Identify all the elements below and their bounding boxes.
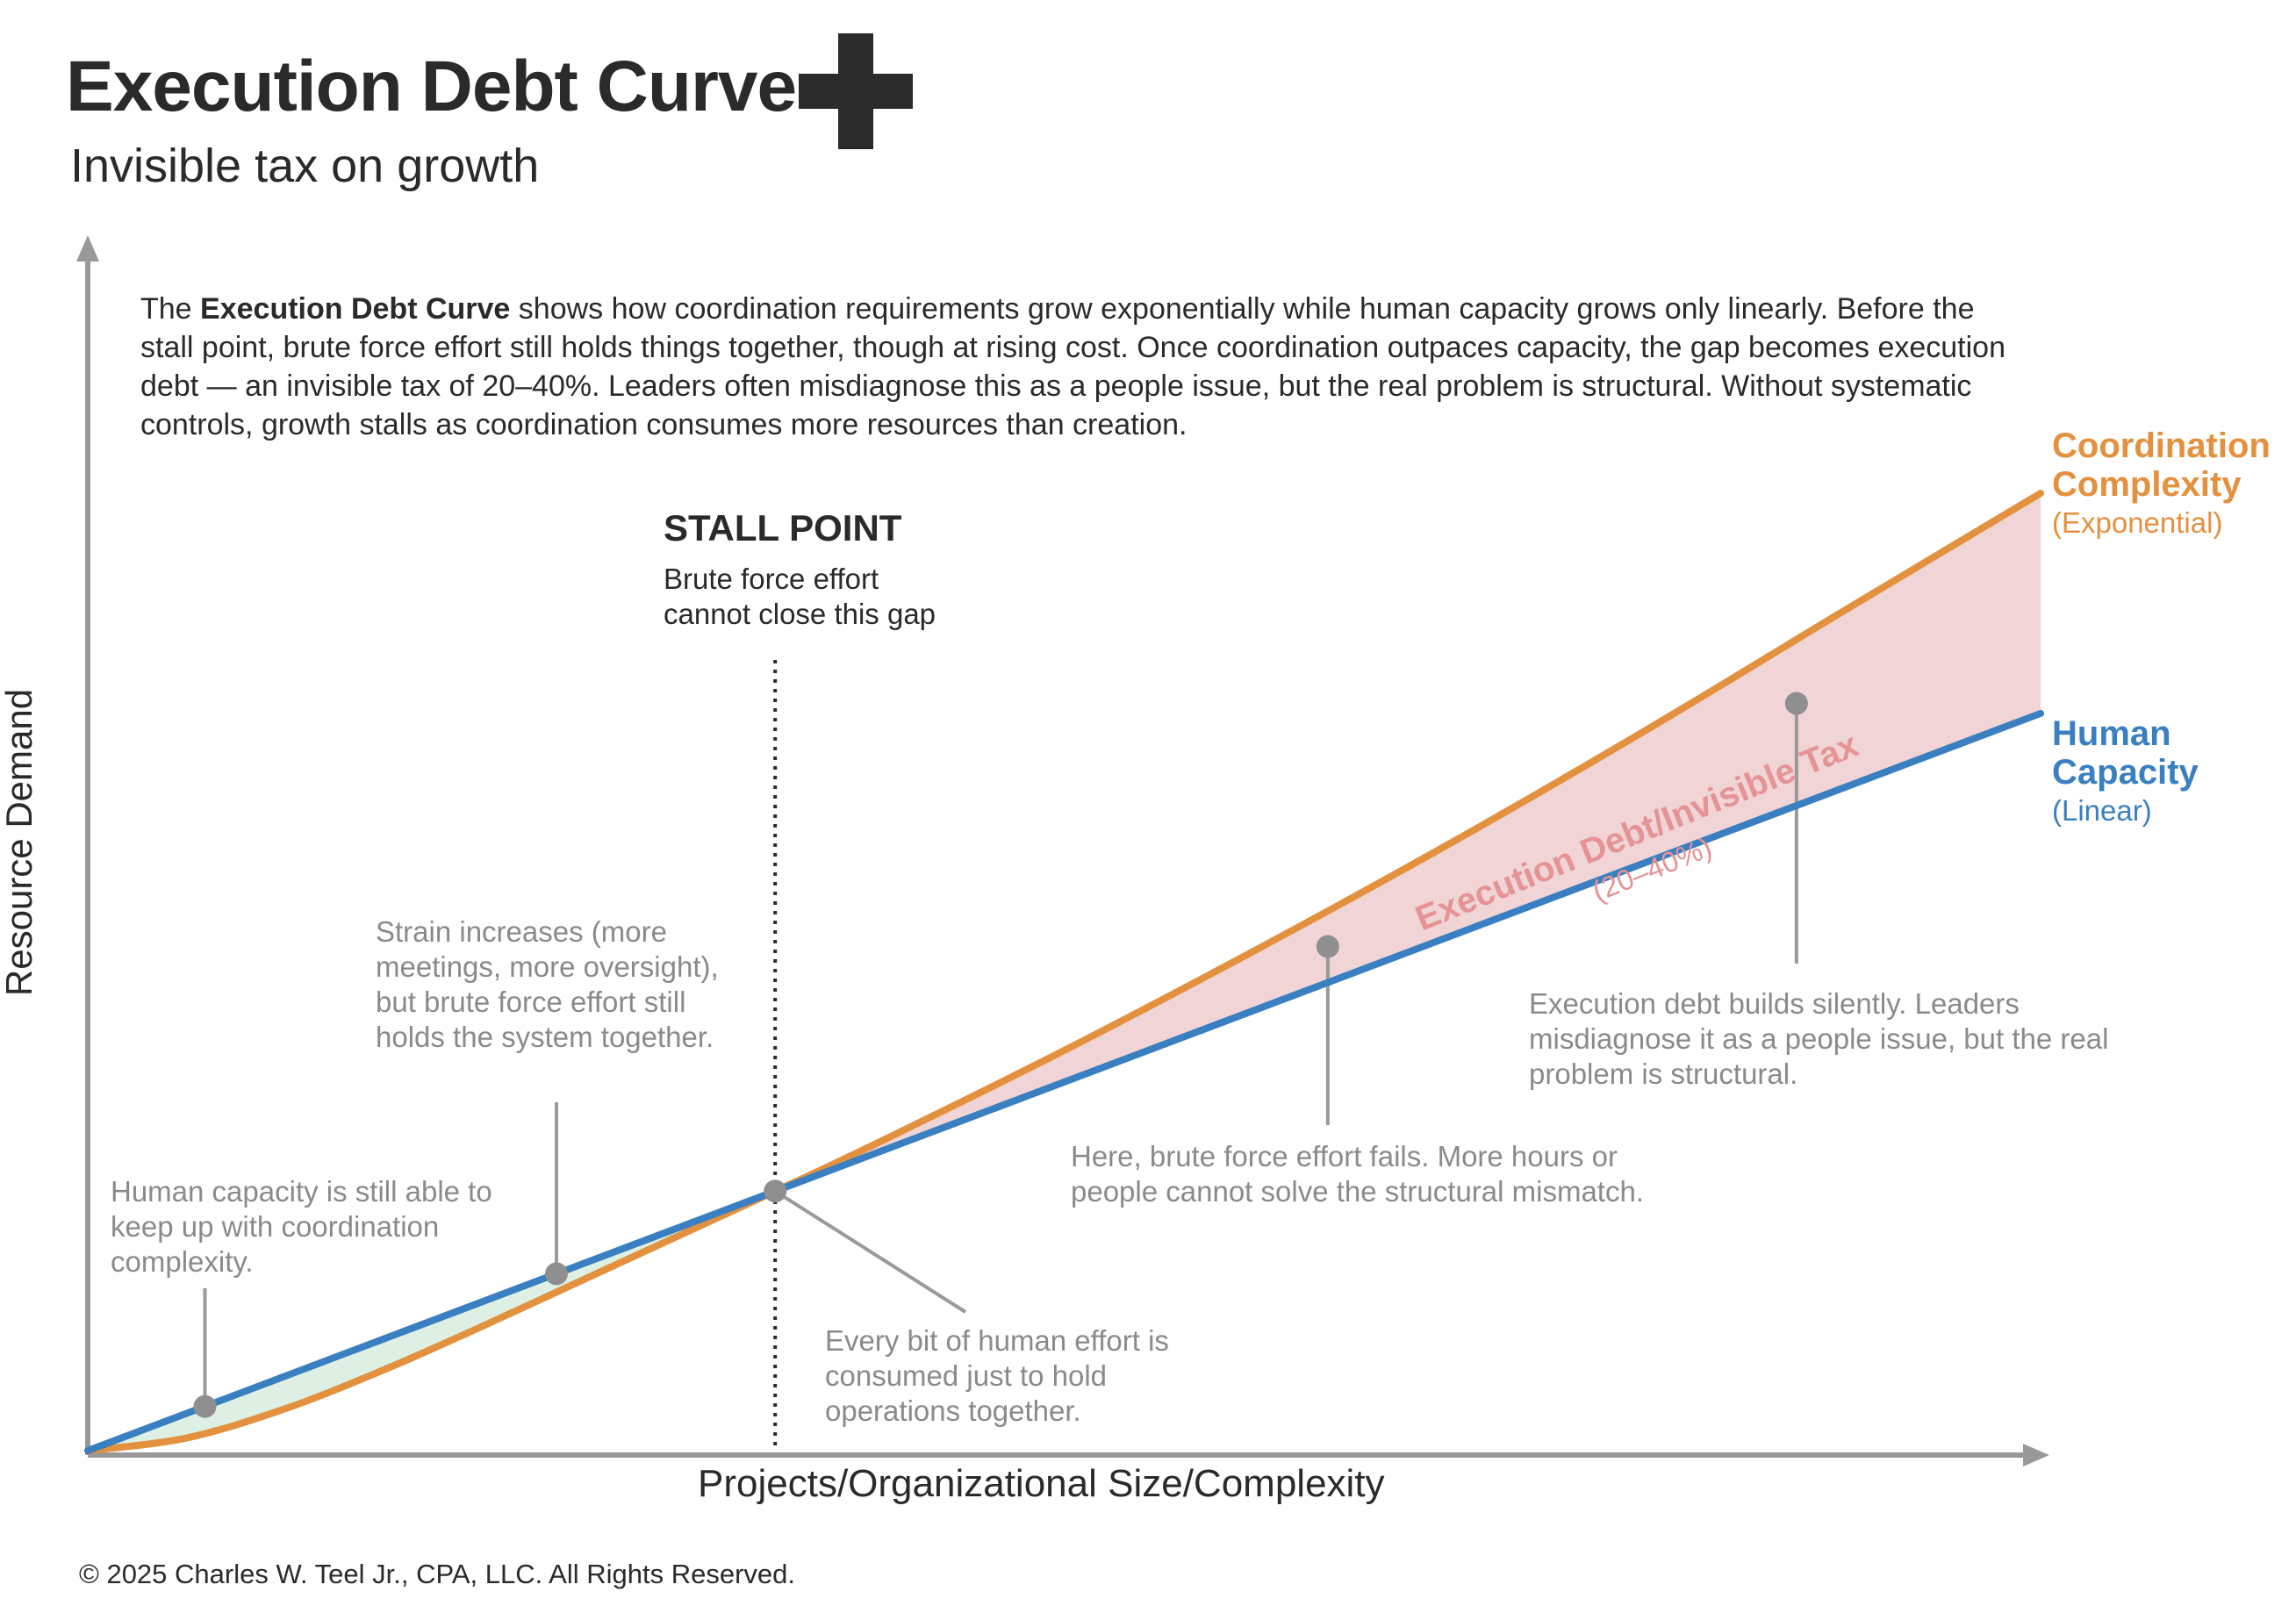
stall-point-callout: STALL POINT Brute force effort cannot cl… [664,507,962,632]
x-axis-arrow-icon [2023,1444,2049,1466]
annotation-builds: Execution debt builds silently. Leaders … [1529,987,2109,1090]
stall-point-title: STALL POINT [664,507,902,548]
annotation-consumed: Every bit of human effort is consumed ju… [825,1324,1169,1427]
series-sub-coordination: (Exponential) [2052,506,2223,539]
description-lead: The [140,292,201,326]
y-axis-arrow-icon [76,235,99,262]
description-bold: Execution Debt Curve [200,292,511,326]
y-axis-label: Resource Demand [0,688,39,997]
copyright-footer: © 2025 Charles W. Teel Jr., CPA, LLC. Al… [79,1559,795,1589]
annotation-dot-5 [1784,692,1808,715]
chart-description: The Execution Debt Curve shows how coord… [140,290,2027,444]
stall-point-text: Brute force effort cannot close this gap [664,563,936,630]
annotation-fails: Here, brute force effort fails. More hou… [1071,1140,1644,1208]
series-line-coordination [84,490,2044,1454]
page-title: Execution Debt Curve [66,47,797,126]
page-subtitle: Invisible tax on growth [70,140,540,192]
series-label-human: Human Capacity (Linear) [2052,714,2228,830]
annotation-keep-up: Human capacity is still able to keep up … [111,1175,492,1278]
series-line-human [84,709,2044,1454]
series-name-human: Human Capacity [2052,714,2199,792]
annotation-dot-2 [545,1262,568,1286]
series-label-coordination: Coordination Complexity (Exponential) [2052,427,2280,542]
plus-icon [799,33,913,149]
x-axis-label: Projects/Organizational Size/Complexity [698,1462,1385,1505]
annotation-dot-4 [1316,935,1339,958]
annotation-strain: Strain increases (more meetings, more ov… [376,915,719,1053]
series-sub-human: (Linear) [2052,794,2152,827]
series-name-coordination: Coordination Complexity [2052,427,2271,504]
annotation-leader-3 [774,1189,967,1314]
annotation-dot-1 [193,1394,217,1418]
description-rest: shows how coordination requirements grow… [140,292,2005,441]
annotation-dot-3 [764,1179,787,1203]
